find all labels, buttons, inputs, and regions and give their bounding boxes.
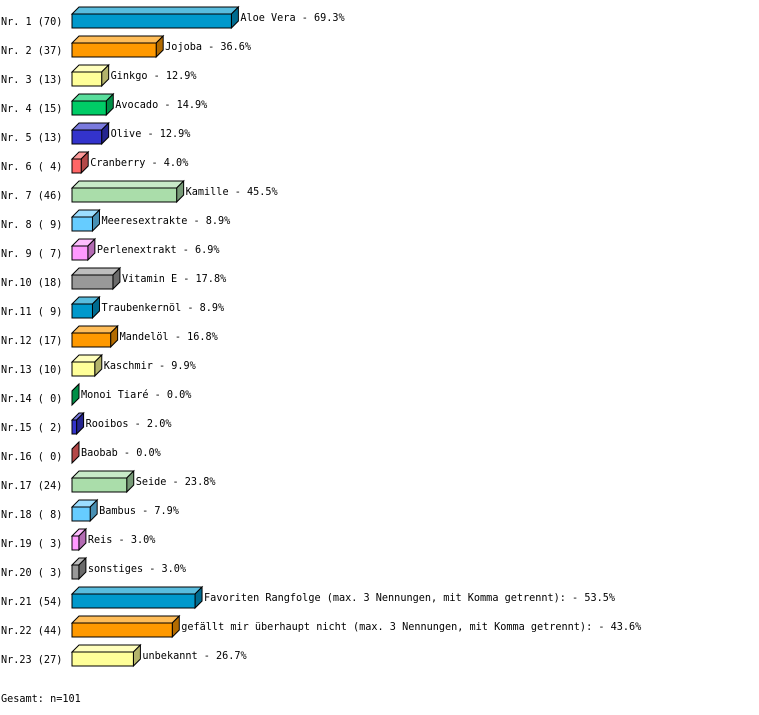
value-label: Traubenkernöl - 8.9%	[101, 303, 224, 314]
rank-label: Nr.12 (17)	[1, 336, 62, 347]
bar-top	[70, 35, 165, 44]
bar-front	[71, 216, 93, 232]
rank-label: Nr.23 (27)	[1, 655, 62, 666]
bar-top	[70, 325, 119, 334]
value-label: Olive - 12.9%	[111, 129, 191, 140]
value-label: Reis - 3.0%	[88, 535, 155, 546]
rank-label: Nr. 3 (13)	[1, 75, 62, 86]
bar-top	[70, 267, 122, 276]
value-label: Favoriten Rangfolge (max. 3 Nennungen, m…	[204, 593, 615, 604]
value-label: Meeresextrakte - 8.9%	[101, 216, 230, 227]
value-label: Avocado - 14.9%	[115, 100, 207, 111]
bar-front	[71, 274, 114, 290]
rank-label: Nr. 5 (13)	[1, 133, 62, 144]
bar-side	[71, 440, 80, 465]
bar-front	[71, 158, 82, 174]
value-label: unbekannt - 26.7%	[142, 651, 246, 662]
bar-front	[71, 303, 93, 319]
value-label: Ginkgo - 12.9%	[111, 71, 197, 82]
bar-top	[70, 180, 185, 189]
value-label: sonstiges - 3.0%	[88, 564, 186, 575]
rank-label: Nr. 6 ( 4)	[1, 162, 62, 173]
bar-top	[70, 586, 204, 595]
value-label: Baobab - 0.0%	[81, 448, 161, 459]
rank-label: Nr. 1 (70)	[1, 17, 62, 28]
rank-label: Nr. 9 ( 7)	[1, 249, 62, 260]
bar-front	[71, 71, 103, 87]
bar-side	[71, 382, 80, 407]
bar-front	[71, 42, 157, 58]
rank-label: Nr.21 (54)	[1, 597, 62, 608]
rank-label: Nr. 7 (46)	[1, 191, 62, 202]
value-label: Rooibos - 2.0%	[86, 419, 172, 430]
value-label: Kamille - 45.5%	[186, 187, 278, 198]
bar-front	[71, 129, 103, 145]
bar-top	[70, 6, 240, 15]
bar-front	[71, 100, 107, 116]
rank-label: Nr. 2 (37)	[1, 46, 62, 57]
bar-top	[70, 470, 135, 479]
rank-label: Nr.15 ( 2)	[1, 423, 62, 434]
value-label: Cranberry - 4.0%	[90, 158, 188, 169]
rank-label: Nr.20 ( 3)	[1, 568, 62, 579]
rank-label: Nr. 8 ( 9)	[1, 220, 62, 231]
value-label: Perlenextrakt - 6.9%	[97, 245, 220, 256]
rank-label: Nr.10 (18)	[1, 278, 62, 289]
value-label: gefällt mir überhaupt nicht (max. 3 Nenn…	[181, 622, 641, 633]
value-label: Vitamin E - 17.8%	[122, 274, 226, 285]
bar-front	[71, 13, 232, 29]
value-label: Jojoba - 36.6%	[165, 42, 251, 53]
bar-front	[71, 506, 91, 522]
value-label: Bambus - 7.9%	[99, 506, 179, 517]
value-label: Monoi Tiaré - 0.0%	[81, 389, 191, 401]
bar-front	[71, 187, 178, 203]
bar-front	[71, 535, 80, 551]
rank-label: Nr.18 ( 8)	[1, 510, 62, 521]
bar-front	[71, 245, 89, 261]
value-label: Mandelöl - 16.8%	[120, 332, 218, 343]
rank-label: Nr.13 (10)	[1, 365, 62, 376]
value-label: Kaschmir - 9.9%	[104, 361, 196, 372]
bars-group: Nr. 1 (70) Aloe Vera - 69.3% Nr. 2 (37) Joj…	[1, 5, 641, 668]
rank-label: Nr.16 ( 0)	[1, 452, 62, 463]
rank-label: Nr. 4 (15)	[1, 104, 62, 115]
bar-front	[71, 477, 128, 493]
bar-front	[71, 564, 80, 580]
bar-front	[71, 593, 196, 609]
bar-front	[71, 332, 112, 348]
rank-label: Nr.14 ( 0)	[1, 394, 62, 405]
rank-label: Nr.17 (24)	[1, 481, 62, 492]
bar-top	[70, 615, 181, 624]
value-label: Seide - 23.8%	[136, 477, 216, 488]
bar-front	[71, 419, 78, 435]
value-label: Aloe Vera - 69.3%	[240, 13, 344, 24]
rank-label: Nr.19 ( 3)	[1, 539, 62, 550]
rank-label: Nr.22 (44)	[1, 626, 62, 637]
rank-label: Nr.11 ( 9)	[1, 307, 62, 318]
bar-top	[70, 644, 142, 653]
bar-front	[71, 622, 173, 638]
bar-front	[71, 361, 96, 377]
total-label: Gesamt: n=101	[1, 694, 81, 705]
bar-front	[71, 651, 134, 667]
